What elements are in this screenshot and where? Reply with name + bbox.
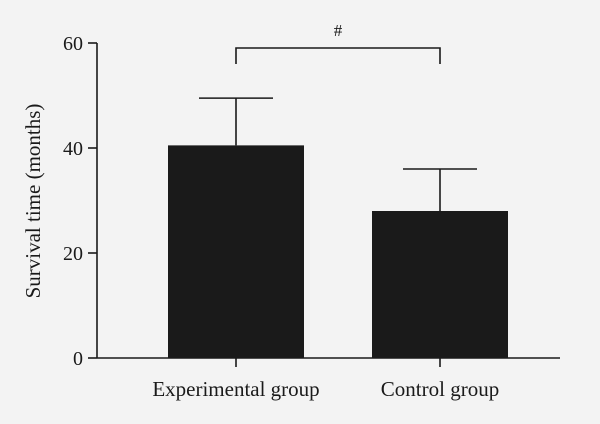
y-tick-label-20: 20 — [63, 243, 83, 265]
error-bars-group — [199, 97, 477, 211]
y-axis-title: Survival time (months) — [21, 104, 45, 299]
bar-0 — [168, 145, 304, 358]
x-tick-label-1: Control group — [381, 377, 499, 401]
y-tick-label-40: 40 — [63, 138, 83, 160]
bars-group — [168, 145, 508, 358]
y-axis-ticks: 0 20 40 60 — [63, 33, 97, 370]
significance-label: # — [334, 21, 343, 40]
y-tick-label-0: 0 — [73, 348, 83, 370]
y-tick-label-60: 60 — [63, 33, 83, 55]
x-axis-labels: Experimental group Control group — [152, 358, 499, 401]
significance-bracket-group: # — [235, 21, 441, 64]
x-tick-label-0: Experimental group — [152, 377, 319, 401]
bar-1 — [372, 211, 508, 358]
significance-bracket — [235, 47, 441, 64]
